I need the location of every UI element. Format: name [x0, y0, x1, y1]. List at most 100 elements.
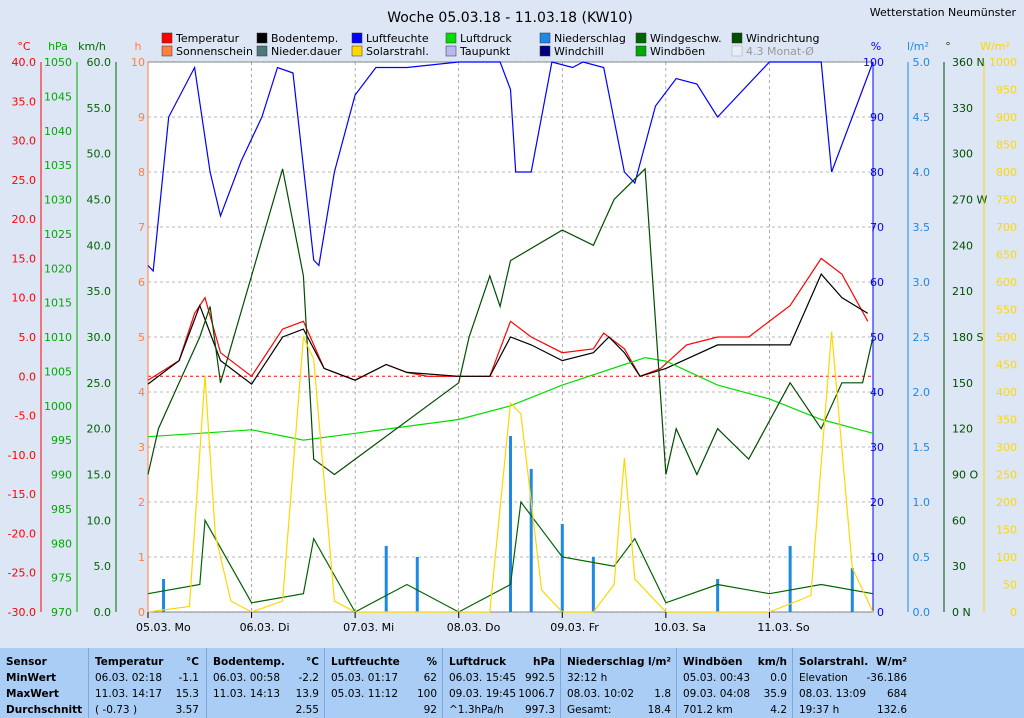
wm2-axis-tick: 900: [996, 111, 1017, 124]
wm2-axis-tick: 950: [996, 84, 1017, 97]
celsius-axis-tick: 35.0: [12, 95, 37, 108]
table-value: 1.8: [654, 688, 671, 700]
table-cell: Durchschnitt: [6, 704, 83, 716]
legend-label: Temperatur: [175, 32, 240, 45]
table-cell: 08.03. 13:09: [799, 688, 866, 700]
percent-axis-tick: 80: [870, 166, 884, 179]
hpa-axis-unit: hPa: [48, 40, 68, 53]
celsius-axis-tick: -5.0: [15, 410, 36, 423]
legend-swatch: [445, 45, 457, 57]
percent-axis-tick: 0: [877, 606, 884, 619]
hpa-axis-tick: 1005: [44, 365, 72, 378]
hours-axis-tick: 8: [138, 166, 145, 179]
table-value: 997.3: [524, 704, 555, 716]
hpa-axis-tick: 970: [51, 606, 72, 619]
legend-label: 4.3 Monat-Ø: [746, 45, 814, 58]
deg-axis-tick: 90 O: [952, 469, 978, 482]
lm2-axis-tick: 3.0: [913, 276, 931, 289]
table-cell: Bodentemp.: [213, 656, 285, 668]
day-label: 08.03. Do: [447, 621, 501, 634]
table-value: 35.9: [763, 688, 787, 700]
hours-axis-tick: 0: [138, 606, 145, 619]
series-line-luftdruck: [147, 356, 874, 441]
wm2-axis-tick: 350: [996, 414, 1017, 427]
table-cell: Solarstrahl.: [799, 656, 869, 668]
wm2-axis-tick: 800: [996, 166, 1017, 179]
kmh-axis-tick: 35.0: [87, 285, 112, 298]
hours-axis-tick: 1: [138, 551, 145, 564]
kmh-axis-tick: 50.0: [87, 148, 112, 161]
table-value: W/m²: [876, 656, 907, 668]
day-label: 11.03. So: [757, 621, 809, 634]
lm2-axis-tick: 4.0: [913, 166, 931, 179]
lm2-axis-tick: 1.0: [913, 496, 931, 509]
percent-axis-tick: 40: [870, 386, 884, 399]
celsius-axis-unit: °C: [17, 40, 31, 53]
percent-axis-tick: 60: [870, 276, 884, 289]
legend-swatch: [635, 32, 647, 44]
precip-bar: [560, 524, 564, 612]
wm2-axis-tick: 450: [996, 359, 1017, 372]
wm2-axis-tick: 750: [996, 194, 1017, 207]
hpa-axis-tick: 1030: [44, 194, 72, 207]
percent-axis-tick: 10: [870, 551, 884, 564]
table-cell: 09.03. 19:45: [449, 688, 516, 700]
day-label: 07.03. Mi: [343, 621, 394, 634]
hours-axis-tick: 6: [138, 276, 145, 289]
legend-label: Windrichtung: [746, 32, 819, 45]
hpa-axis-tick: 1000: [44, 400, 72, 413]
legend-label: Windgeschw.: [650, 32, 722, 45]
deg-axis-tick: 210: [952, 285, 973, 298]
deg-axis-unit: °: [945, 40, 951, 53]
table-cell: Temperatur: [95, 656, 164, 668]
wm2-axis-tick: 50: [1003, 579, 1017, 592]
lm2-axis-tick: 1.5: [913, 441, 931, 454]
hpa-axis-tick: 995: [51, 434, 72, 447]
table-cell: 32:12 h: [567, 672, 608, 684]
table-column: Bodentemp. °C 06.03. 00:58 -2.2 11.03. 14:13…: [206, 648, 325, 718]
hpa-axis-tick: 1025: [44, 228, 72, 241]
celsius-axis-tick: 40.0: [12, 56, 37, 69]
hours-axis-tick: 4: [138, 386, 145, 399]
table-cell: 05.03. 11:12: [331, 688, 398, 700]
kmh-axis-tick: 5.0: [94, 560, 112, 573]
legend-swatch: [256, 32, 268, 44]
kmh-axis-tick: 30.0: [87, 331, 112, 344]
table-column: Sensor MinWert MaxWert Durchschnitt: [0, 648, 84, 718]
hpa-axis-tick: 1010: [44, 331, 72, 344]
hpa-axis-tick: 1040: [44, 125, 72, 138]
celsius-axis-tick: -10.0: [8, 449, 36, 462]
wm2-axis-unit: W/m²: [980, 40, 1010, 53]
table-cell: 06.03. 00:58: [213, 672, 280, 684]
wm2-axis-tick: 550: [996, 304, 1017, 317]
precip-bar: [384, 546, 388, 612]
kmh-axis-tick: 55.0: [87, 102, 112, 115]
table-value: 684: [886, 688, 907, 700]
hpa-axis-tick: 985: [51, 503, 72, 516]
table-value: %: [426, 656, 437, 668]
table-value: 13.9: [295, 688, 319, 700]
line-series: [147, 61, 874, 613]
hpa-axis-tick: 1045: [44, 90, 72, 103]
table-value: -2.2: [298, 672, 320, 684]
percent-axis-tick: 20: [870, 496, 884, 509]
lm2-axis-tick: 4.5: [913, 111, 931, 124]
hpa-axis-tick: 1020: [44, 262, 72, 275]
lm2-axis-tick: 0.5: [913, 551, 931, 564]
day-label: 09.03. Fr: [550, 621, 599, 634]
hpa-axis-tick: 975: [51, 572, 72, 585]
table-cell: ( -0.73 ): [95, 704, 138, 716]
legend-label: Taupunkt: [459, 45, 511, 58]
precip-bar: [162, 579, 166, 612]
day-label: 10.03. Sa: [654, 621, 706, 634]
precip-bar: [716, 579, 720, 612]
celsius-axis-tick: 20.0: [12, 213, 37, 226]
table-cell: 08.03. 10:02: [567, 688, 634, 700]
day-labels: 05.03. Mo 06.03. Di 07.03. Mi 08.03. Do 09.0…: [136, 612, 810, 634]
series-line-temperatur: [147, 257, 869, 381]
kmh-axis-tick: 10.0: [87, 514, 112, 527]
table-column: Windböen km/h 05.03. 00:43 0.0 09.03. 04:08 3…: [676, 648, 793, 718]
table-cell: Luftdruck: [449, 656, 507, 668]
wm2-axis-tick: 0: [1010, 606, 1017, 619]
lm2-axis-tick: 0.0: [913, 606, 931, 619]
